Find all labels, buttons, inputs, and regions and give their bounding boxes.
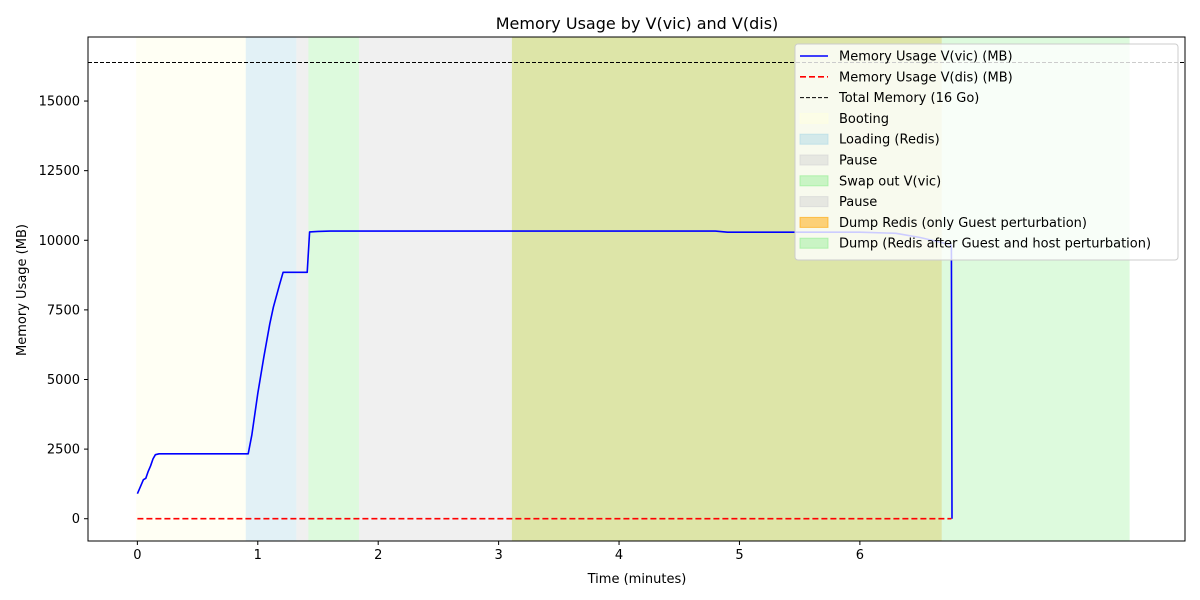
phase-span-1 — [245, 37, 297, 541]
y-tick-label: 2500 — [47, 443, 80, 458]
x-axis-label: Time (minutes) — [587, 572, 687, 587]
legend-swatch — [799, 112, 829, 124]
legend-label: Memory Usage V(vic) (MB) — [839, 50, 1013, 65]
legend-label: Pause — [839, 154, 877, 169]
legend: Memory Usage V(vic) (MB) Memory Usage V(d… — [794, 43, 1179, 261]
phase-span-2 — [296, 37, 309, 541]
y-tick-label: 0 — [72, 512, 80, 527]
y-tick-label: 5000 — [47, 373, 80, 388]
legend-label: Memory Usage V(dis) (MB) — [839, 70, 1013, 85]
legend-swatch — [799, 154, 829, 166]
legend-box — [794, 43, 1179, 261]
x-tick-label: 3 — [494, 548, 502, 563]
y-tick-label: 10000 — [39, 234, 80, 249]
legend-label: Dump (Redis after Guest and host perturb… — [839, 237, 1151, 252]
x-tick-label: 4 — [615, 548, 623, 563]
x-tick-label: 6 — [856, 548, 864, 563]
x-tick-label: 5 — [735, 548, 743, 563]
x-tick-label: 0 — [133, 548, 141, 563]
chart-title: Memory Usage by V(vic) and V(dis) — [496, 14, 779, 33]
legend-swatch — [799, 196, 829, 208]
legend-label: Swap out V(vic) — [839, 174, 941, 189]
x-tick-label: 1 — [254, 548, 262, 563]
y-tick-label: 12500 — [39, 164, 80, 179]
axes: 0 1 2 3 4 5 6 0 2500 5000 7500 10000 12500 15000 — [39, 36, 1186, 563]
legend-label: Dump Redis (only Guest perturbation) — [839, 216, 1087, 231]
y-axis-label: Memory Usage (MB) — [15, 224, 30, 356]
phase-span-0 — [136, 37, 246, 541]
phase-span-3 — [308, 37, 359, 541]
legend-label: Total Memory (16 Go) — [838, 91, 979, 106]
legend-label: Booting — [839, 112, 889, 127]
legend-swatch — [799, 216, 829, 228]
legend-label: Pause — [839, 195, 877, 210]
x-tick-label: 2 — [374, 548, 382, 563]
plot-frame — [87, 36, 1186, 542]
y-tick-label: 15000 — [39, 95, 80, 110]
y-tick-label: 7500 — [47, 303, 80, 318]
legend-swatch — [799, 175, 829, 187]
legend-swatch — [799, 237, 829, 249]
phase-spans — [136, 37, 1130, 541]
phase-span-4 — [358, 37, 512, 541]
legend-swatch — [799, 133, 829, 145]
legend-label: Loading (Redis) — [839, 133, 940, 148]
